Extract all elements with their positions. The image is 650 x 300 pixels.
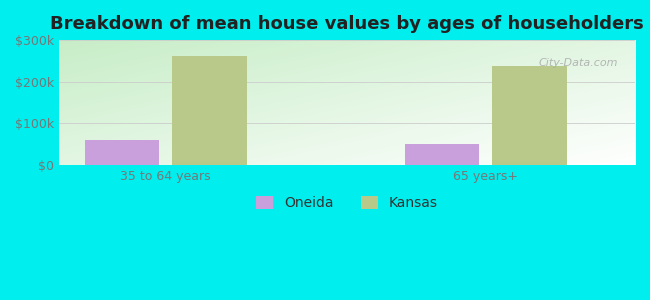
Text: City-Data.com: City-Data.com xyxy=(538,58,617,68)
Bar xyxy=(84,140,159,165)
Bar xyxy=(492,66,567,165)
Bar xyxy=(172,56,247,165)
Bar xyxy=(404,144,479,165)
Title: Breakdown of mean house values by ages of householders: Breakdown of mean house values by ages o… xyxy=(50,15,644,33)
Legend: Oneida, Kansas: Oneida, Kansas xyxy=(256,196,438,210)
